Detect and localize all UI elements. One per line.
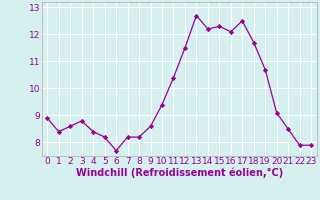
X-axis label: Windchill (Refroidissement éolien,°C): Windchill (Refroidissement éolien,°C) [76,168,283,178]
